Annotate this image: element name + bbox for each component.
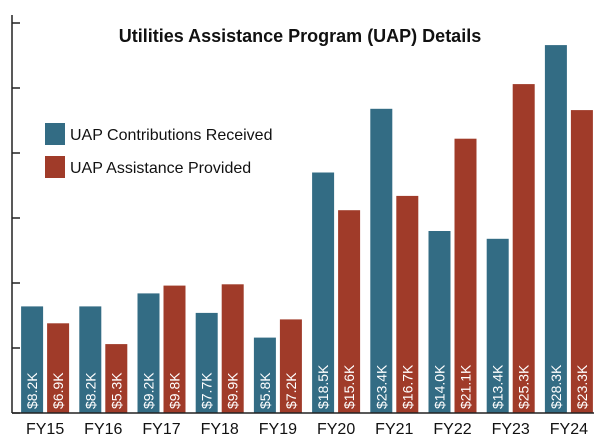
x-tick-label-fy19: FY19 xyxy=(259,421,297,438)
bar-label-assistance-fy18: $9.9K xyxy=(225,372,241,409)
x-tick-label-fy18: FY18 xyxy=(201,421,239,438)
bar-contributions-fy21 xyxy=(370,108,393,414)
chart-title: Utilities Assistance Program (UAP) Detai… xyxy=(119,26,481,46)
bar-label-assistance-fy23: $25.3K xyxy=(516,364,532,409)
bar-label-assistance-fy24: $23.3K xyxy=(574,364,590,409)
bar-contributions-fy16 xyxy=(79,306,102,413)
bar-label-assistance-fy22: $21.1K xyxy=(458,364,474,409)
x-tick-label-fy21: FY21 xyxy=(375,421,413,438)
bar-contributions-fy23 xyxy=(486,238,509,413)
bar-label-contributions-fy23: $13.4K xyxy=(490,364,506,409)
bar-label-contributions-fy16: $8.2K xyxy=(82,372,98,409)
legend-label-assistance: UAP Assistance Provided xyxy=(70,160,251,177)
bar-contributions-fy18 xyxy=(195,312,218,413)
bar-assistance-fy23 xyxy=(512,84,535,413)
bar-assistance-fy18 xyxy=(221,284,244,413)
bar-label-assistance-fy15: $6.9K xyxy=(50,372,66,409)
legend-swatch-assistance xyxy=(45,156,65,178)
legend-swatch-contributions xyxy=(45,123,65,145)
bar-assistance-fy24 xyxy=(570,110,593,413)
bar-label-contributions-fy22: $14.0K xyxy=(432,364,448,409)
bar-label-contributions-fy18: $7.7K xyxy=(199,372,215,409)
bar-label-contributions-fy17: $9.2K xyxy=(141,372,157,409)
axes-group: FY15 FY16 FY17 FY18 FY19 FY20 FY21 FY22 FY23 FY24 xyxy=(11,15,594,438)
x-tick-label-fy16: FY16 xyxy=(84,421,122,438)
x-tick-label-fy17: FY17 xyxy=(142,421,180,438)
x-tick-label-fy15: FY15 xyxy=(26,421,64,438)
x-tick-label-fy20: FY20 xyxy=(317,421,355,438)
x-tick-label-fy24: FY24 xyxy=(550,421,588,438)
bar-label-assistance-fy19: $7.2K xyxy=(283,372,299,409)
x-tick-label-fy22: FY22 xyxy=(433,421,471,438)
bar-contributions-fy24 xyxy=(544,45,567,413)
bar-assistance-fy19 xyxy=(279,319,302,413)
bar-assistance-fy17 xyxy=(163,285,186,413)
legend: UAP Contributions Received UAP Assistance… xyxy=(45,123,272,178)
bar-label-contributions-fy24: $28.3K xyxy=(548,364,564,409)
bar-label-contributions-fy19: $5.8K xyxy=(257,372,273,409)
bar-assistance-fy15 xyxy=(47,323,70,413)
bar-label-contributions-fy15: $8.2K xyxy=(24,372,40,409)
bar-contributions-fy22 xyxy=(428,231,451,413)
bar-assistance-fy16 xyxy=(105,344,128,413)
bar-contributions-fy17 xyxy=(137,293,160,413)
bar-label-contributions-fy21: $23.4K xyxy=(373,364,389,409)
bar-label-assistance-fy16: $5.3K xyxy=(108,372,124,409)
legend-label-contributions: UAP Contributions Received xyxy=(70,127,272,144)
bar-assistance-fy22 xyxy=(454,138,477,413)
x-tick-label-fy23: FY23 xyxy=(492,421,530,438)
bar-label-contributions-fy20: $18.5K xyxy=(315,364,331,409)
bar-contributions-fy20 xyxy=(312,172,335,413)
bar-label-assistance-fy20: $15.6K xyxy=(341,364,357,409)
bar-assistance-fy20 xyxy=(338,210,361,413)
bar-label-assistance-fy17: $9.8K xyxy=(167,372,183,409)
bar-contributions-fy19 xyxy=(253,337,276,413)
bar-contributions-fy15 xyxy=(21,306,44,413)
bars-group: $8.2K $6.9K $8.2K $5.3K $9.2K $9.8K $7.7K $9.9K… xyxy=(21,45,593,414)
bar-label-assistance-fy21: $16.7K xyxy=(399,364,415,409)
bar-assistance-fy21 xyxy=(396,195,419,413)
